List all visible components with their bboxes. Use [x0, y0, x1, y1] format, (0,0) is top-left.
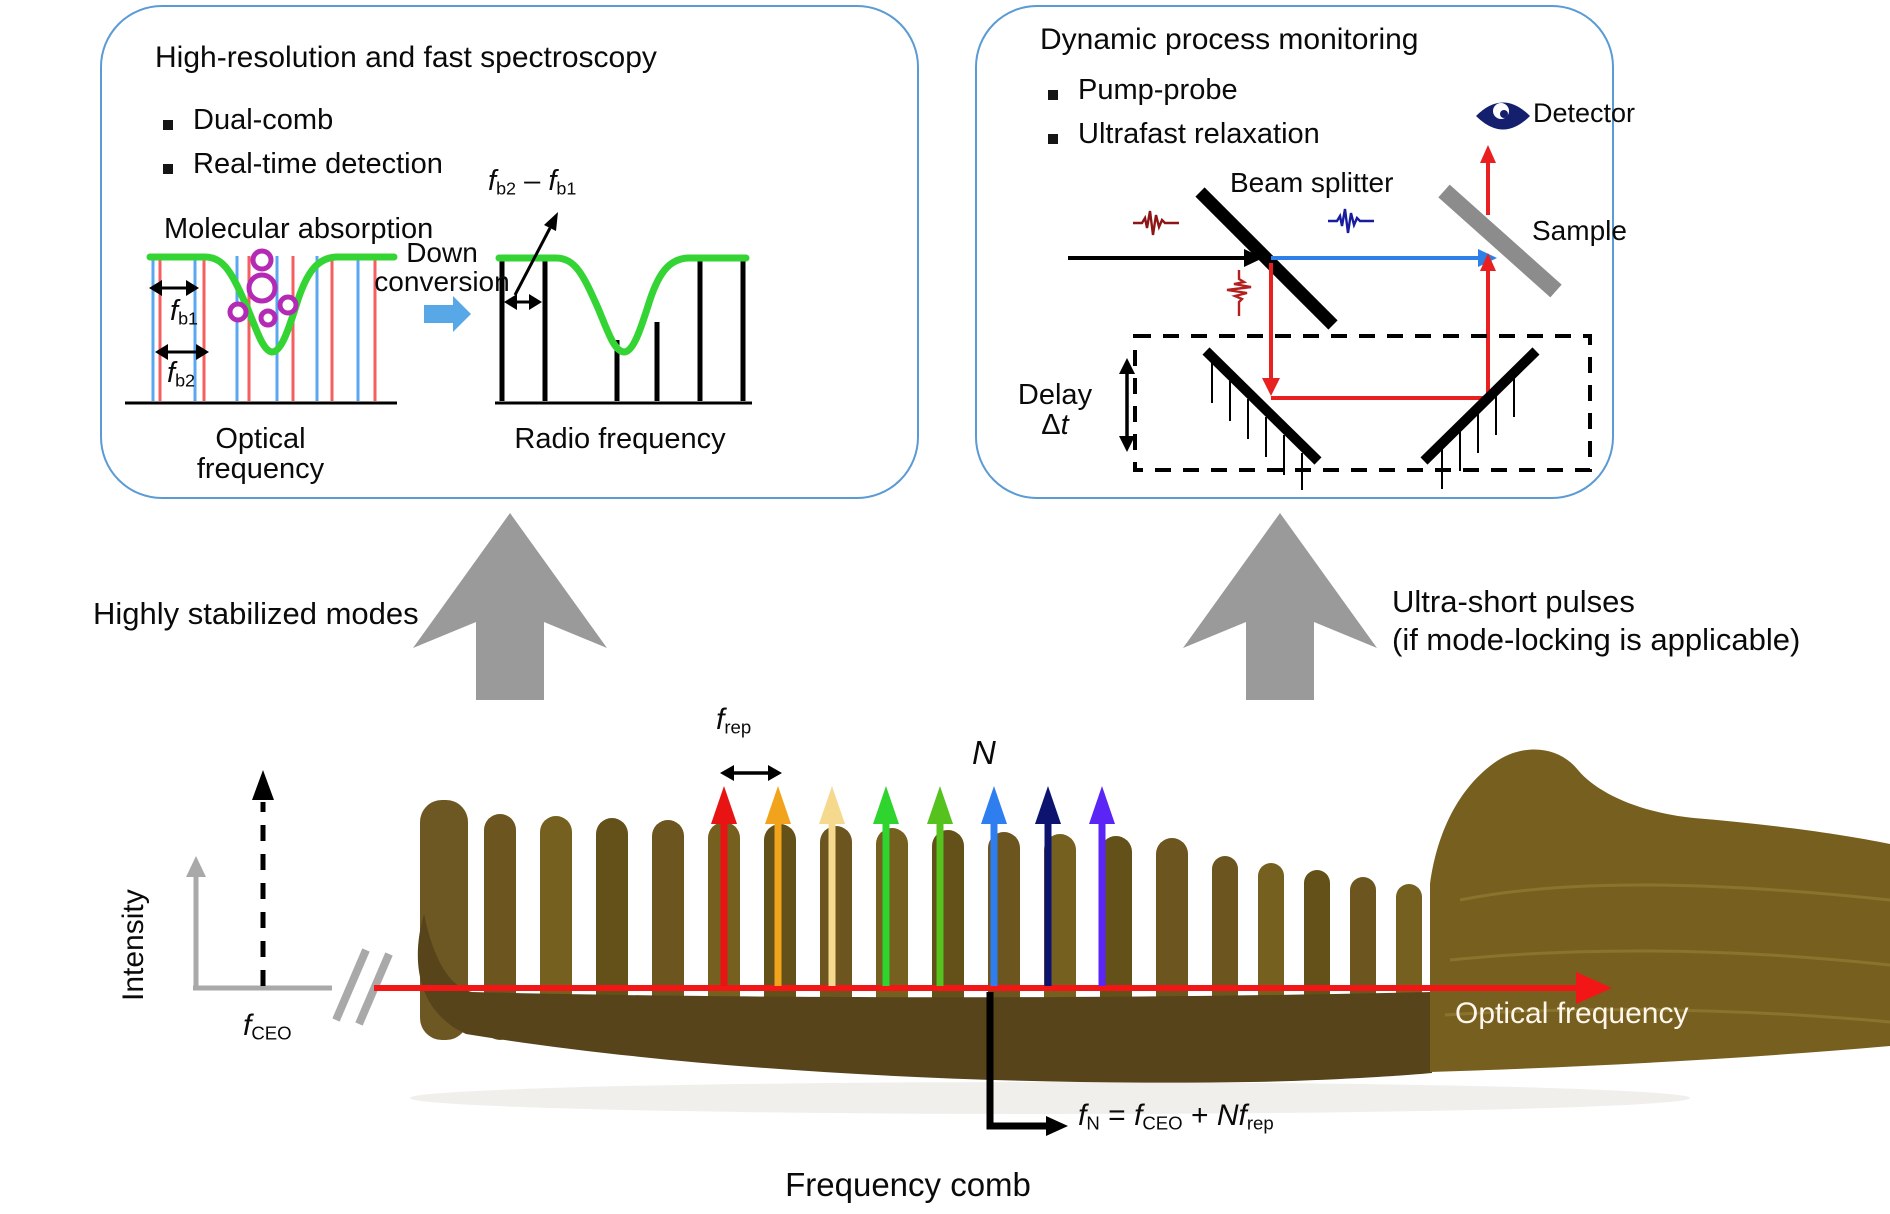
intensity-axis [186, 856, 332, 991]
input-beam-arrowhead [1244, 249, 1263, 267]
sample-plate [1438, 184, 1562, 298]
comb-tooth [596, 818, 628, 1040]
pump-beam-path [1262, 145, 1496, 400]
mode-arrow-head [765, 786, 791, 824]
spectroscopy-bullet-dual-comb: Dual-comb [193, 104, 334, 136]
absorption-envelope-optical [146, 253, 398, 356]
rf-comb-lines [499, 258, 746, 401]
comb2-teeth-lines [158, 256, 377, 401]
intensity-axis-label: Intensity [117, 889, 150, 1001]
mode-number-label: N [972, 734, 996, 771]
comb-mode-arrows [711, 786, 1115, 986]
delay-range-arrow [1119, 358, 1135, 452]
delay-mirror-left [1202, 347, 1322, 490]
fb1-label: fb1 [170, 295, 199, 329]
beat-difference-pointer-arrow [513, 212, 558, 296]
ultrashort-caption-line1: Ultra-short pulses [1392, 584, 1635, 619]
down-conversion-label: Down conversion [374, 237, 510, 298]
radio-frequency-chart [495, 212, 752, 405]
frequency-comb-figure [186, 749, 1890, 1136]
ultrashort-caption-line2: (if mode-locking is applicable) [1392, 622, 1801, 657]
mode-arrow-head [711, 786, 737, 824]
comb-tooth [484, 814, 516, 1040]
comb-spine [417, 914, 1433, 1083]
highly-stabilized-caption: Highly stabilized modes [93, 596, 419, 631]
mode-equation: fN = fCEO + Nfrep [1078, 1099, 1274, 1134]
absorption-envelope-rf [495, 254, 750, 356]
probe-pulse-icon [1328, 208, 1374, 234]
molecule-icon [227, 248, 299, 328]
mon-bullet-pump-probe: Pump-probe [1078, 74, 1238, 106]
radio-frequency-axis-label: Radio frequency [514, 423, 726, 455]
frep-label: frep [716, 703, 752, 738]
delay-mirror-right [1420, 347, 1540, 489]
sample-label: Sample [1532, 215, 1627, 246]
mon-bullet-ultrafast: Ultrafast relaxation [1078, 118, 1320, 150]
mode-arrow-head [1035, 786, 1061, 824]
beat-difference-label: fb2 – fb1 [488, 165, 577, 199]
bullet-icon [1048, 134, 1058, 144]
optical-frequency-axis-label: Optical frequency [196, 423, 325, 486]
optical-frequency-axis [374, 972, 1612, 1004]
comb-tooth [540, 816, 572, 1040]
fb2-spacing-arrow [155, 344, 209, 360]
monitoring-title: Dynamic process monitoring [1040, 23, 1419, 56]
molecular-absorption-label: Molecular absorption [164, 213, 434, 245]
bullet-icon [1048, 90, 1058, 100]
pump-probe-setup [1068, 102, 1592, 490]
comb-handle [1430, 749, 1890, 1072]
mode-n-marker-arrow [986, 992, 1068, 1136]
spectroscopy-bullet-realtime: Real-time detection [193, 148, 443, 180]
beam-splitter [1195, 187, 1338, 330]
down-conversion-arrow-icon [424, 296, 471, 332]
optical-spectrum-chart [125, 248, 471, 405]
bullet-icon [163, 164, 173, 174]
spectroscopy-title: High-resolution and fast spectroscopy [155, 41, 657, 74]
comb-shadow [410, 1082, 1690, 1114]
mode-arrow-head [1089, 786, 1115, 824]
comb-handle-grain [1444, 883, 1890, 1024]
mode-arrow-head [981, 786, 1007, 824]
delay-stage-box [1133, 334, 1592, 472]
rf-spacing-arrow [504, 294, 542, 310]
panel-spectroscopy [100, 5, 919, 499]
fb2-label: fb2 [167, 357, 196, 391]
frep-spacing-arrow [720, 765, 782, 781]
mode-arrow-head [819, 786, 845, 824]
delayed-pulse-icon [1226, 270, 1252, 316]
mode-arrow-head [873, 786, 899, 824]
detector-label: Detector [1533, 98, 1636, 128]
pump-pulse-icon [1133, 210, 1179, 236]
bullet-icon [163, 120, 173, 130]
figure-caption: Frequency comb [785, 1166, 1031, 1203]
up-arrow-to-spectroscopy-icon [413, 513, 607, 700]
eye-icon [1476, 102, 1530, 130]
fb1-spacing-arrow [149, 280, 199, 296]
delay-label: Delay Δt [1017, 379, 1093, 442]
comb-tooth [1212, 856, 1238, 1040]
beam-splitter-label: Beam splitter [1230, 167, 1394, 198]
mode-arrow-head [927, 786, 953, 824]
optical-frequency-arrow-label: Optical frequency [1455, 997, 1689, 1030]
fceo-dashed-arrow [252, 770, 274, 986]
up-arrow-to-monitoring-icon [1183, 513, 1377, 700]
fceo-label: fCEO [243, 1009, 292, 1044]
comb1-teeth-lines [151, 256, 360, 401]
